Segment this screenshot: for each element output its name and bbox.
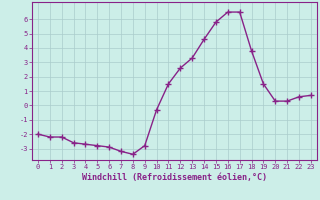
- X-axis label: Windchill (Refroidissement éolien,°C): Windchill (Refroidissement éolien,°C): [82, 173, 267, 182]
